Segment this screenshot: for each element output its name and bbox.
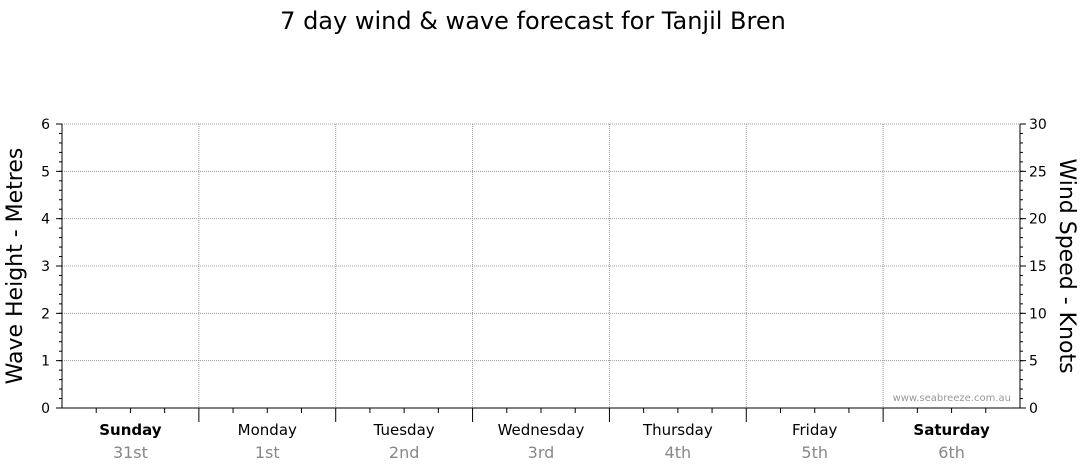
right-tick-label: 5 (1029, 354, 1038, 370)
right-tick-label: 20 (1029, 212, 1047, 228)
left-axis-ticks: 0 1 2 3 4 5 6 (41, 117, 62, 417)
left-axis-label: Wave Height - Metres (3, 148, 28, 385)
day-date-label: 5th (801, 443, 828, 462)
left-tick-label: 5 (41, 164, 50, 180)
day-name-label: Wednesday (498, 421, 585, 439)
chart-title: 7 day wind & wave forecast for Tanjil Br… (280, 7, 786, 35)
day-date-label: 1st (255, 443, 280, 462)
left-tick-label: 1 (41, 354, 50, 370)
day-date-label: 6th (938, 443, 965, 462)
day-name-label: Monday (238, 421, 297, 439)
day-labels: Sunday 31st Monday 1st Tuesday 2nd Wednesday 3r… (99, 421, 990, 462)
day-date-label: 2nd (389, 443, 419, 462)
credit-text: www.seabreeze.com.au (893, 393, 1011, 404)
day-name-label: Saturday (913, 421, 990, 439)
day-date-label: 3rd (528, 443, 555, 462)
right-tick-label: 0 (1029, 401, 1038, 417)
day-name-label: Thursday (642, 421, 713, 439)
right-tick-label: 30 (1029, 117, 1047, 133)
day-date-label: 4th (665, 443, 692, 462)
left-tick-label: 0 (41, 401, 50, 417)
day-date-label: 31st (113, 443, 148, 462)
day-name-label: Tuesday (373, 421, 435, 439)
grid-lines (62, 123, 1020, 408)
left-tick-label: 6 (41, 117, 50, 133)
left-tick-label: 3 (41, 259, 50, 275)
right-tick-label: 25 (1029, 164, 1047, 180)
day-name-label: Friday (792, 421, 838, 439)
right-tick-label: 10 (1029, 306, 1047, 322)
right-axis-ticks: 0 5 10 15 20 25 30 (1020, 117, 1047, 417)
right-axis-label: Wind Speed - Knots (1054, 158, 1079, 373)
right-tick-label: 15 (1029, 259, 1047, 275)
axes (61, 124, 1021, 422)
left-tick-label: 4 (41, 212, 50, 228)
left-tick-label: 2 (41, 306, 50, 322)
day-name-label: Sunday (99, 421, 162, 439)
